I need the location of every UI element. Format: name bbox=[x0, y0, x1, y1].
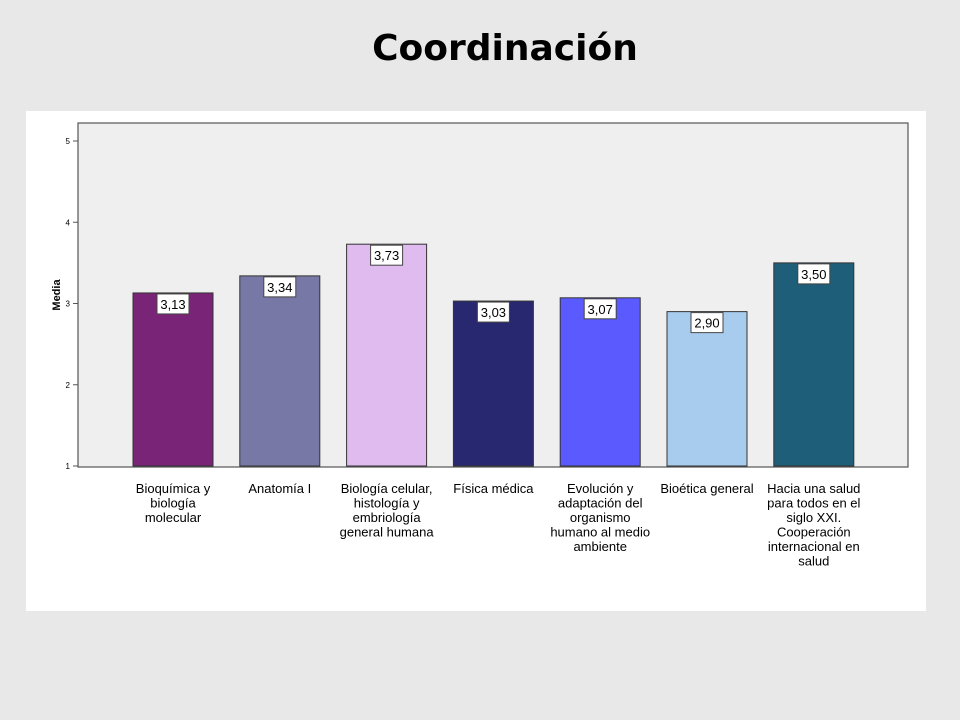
value-label-text: 3,13 bbox=[160, 297, 185, 312]
bar-value-label: 3,50 bbox=[797, 263, 831, 285]
value-label-text: 3,03 bbox=[481, 305, 506, 320]
value-label-box bbox=[263, 276, 297, 298]
category-label-line: Anatomía I bbox=[248, 481, 311, 496]
category-label-line: internacional en bbox=[768, 539, 860, 554]
category-label: Biología celular,histología yembriología… bbox=[340, 481, 435, 540]
category-label-line: general humana bbox=[340, 525, 435, 540]
category-label-line: Bioquímica y bbox=[136, 481, 211, 496]
bar-value-label: 3,03 bbox=[476, 301, 510, 323]
value-label-box bbox=[156, 293, 190, 315]
category-label-line: siglo XXI. bbox=[786, 510, 841, 525]
bar bbox=[132, 292, 214, 467]
category-label-line: ambiente bbox=[573, 539, 626, 554]
bar bbox=[239, 275, 321, 467]
category-label-line: embriología bbox=[353, 510, 422, 525]
category-label-line: histología y bbox=[354, 496, 420, 511]
y-tick-label: 3 bbox=[66, 300, 71, 309]
slide-title: Coordinación bbox=[372, 28, 638, 69]
category-label-line: Hacia una salud bbox=[767, 481, 860, 496]
category-label: Física médica bbox=[453, 481, 534, 496]
category-label-line: Biología celular, bbox=[341, 481, 433, 496]
category-label-line: humano al medio bbox=[550, 525, 650, 540]
bar bbox=[346, 243, 428, 467]
value-label-text: 3,73 bbox=[374, 248, 399, 263]
category-label-line: Física médica bbox=[453, 481, 534, 496]
category-label-line: organismo bbox=[570, 510, 631, 525]
bar-chart: 1 2 3 4 5 3,13 3,34 3,73 3,03 3,07 2,90 3,50 Bioqu… bbox=[51, 122, 909, 569]
bar-value-label: 3,73 bbox=[370, 244, 404, 266]
value-label-box bbox=[583, 298, 617, 320]
bar bbox=[452, 300, 534, 467]
value-label-text: 2,90 bbox=[694, 316, 719, 331]
chart-panel: 1 2 3 4 5 3,13 3,34 3,73 3,03 3,07 2,90 3,50 Bioqu… bbox=[26, 111, 926, 611]
bar-value-label: 3,13 bbox=[156, 293, 190, 315]
value-label-text: 3,34 bbox=[267, 280, 292, 295]
category-label-line: Evolución y bbox=[567, 481, 634, 496]
value-label-text: 3,07 bbox=[588, 302, 613, 317]
y-axis: 1 2 3 4 5 bbox=[66, 137, 78, 471]
bar bbox=[559, 297, 641, 467]
category-label-line: biología bbox=[150, 496, 196, 511]
category-label-line: molecular bbox=[145, 510, 202, 525]
category-label: Bioética general bbox=[660, 481, 753, 496]
value-label-box bbox=[476, 301, 510, 323]
bar-value-label: 3,34 bbox=[263, 276, 297, 298]
category-label: Anatomía I bbox=[248, 481, 311, 496]
y-tick-label: 1 bbox=[66, 462, 71, 471]
bar-value-label: 3,07 bbox=[583, 298, 617, 320]
value-label-text: 3,50 bbox=[801, 267, 826, 282]
bar bbox=[773, 262, 855, 467]
y-tick-label: 5 bbox=[66, 137, 71, 146]
value-label-box bbox=[690, 312, 724, 334]
category-label-line: para todos en el bbox=[767, 496, 860, 511]
y-tick-label: 2 bbox=[66, 381, 71, 390]
y-axis-label: Media bbox=[51, 279, 63, 311]
bars-group: 3,13 3,34 3,73 3,03 3,07 2,90 3,50 bbox=[132, 243, 855, 467]
bar bbox=[666, 311, 748, 467]
category-label-line: Bioética general bbox=[660, 481, 753, 496]
y-tick-label: 4 bbox=[66, 218, 71, 227]
category-label-line: adaptación del bbox=[558, 496, 643, 511]
bar-value-label: 2,90 bbox=[690, 312, 724, 334]
category-label-line: salud bbox=[798, 554, 829, 569]
value-label-box bbox=[370, 244, 404, 266]
value-label-box bbox=[797, 263, 831, 285]
category-label-line: Cooperación bbox=[777, 525, 851, 540]
